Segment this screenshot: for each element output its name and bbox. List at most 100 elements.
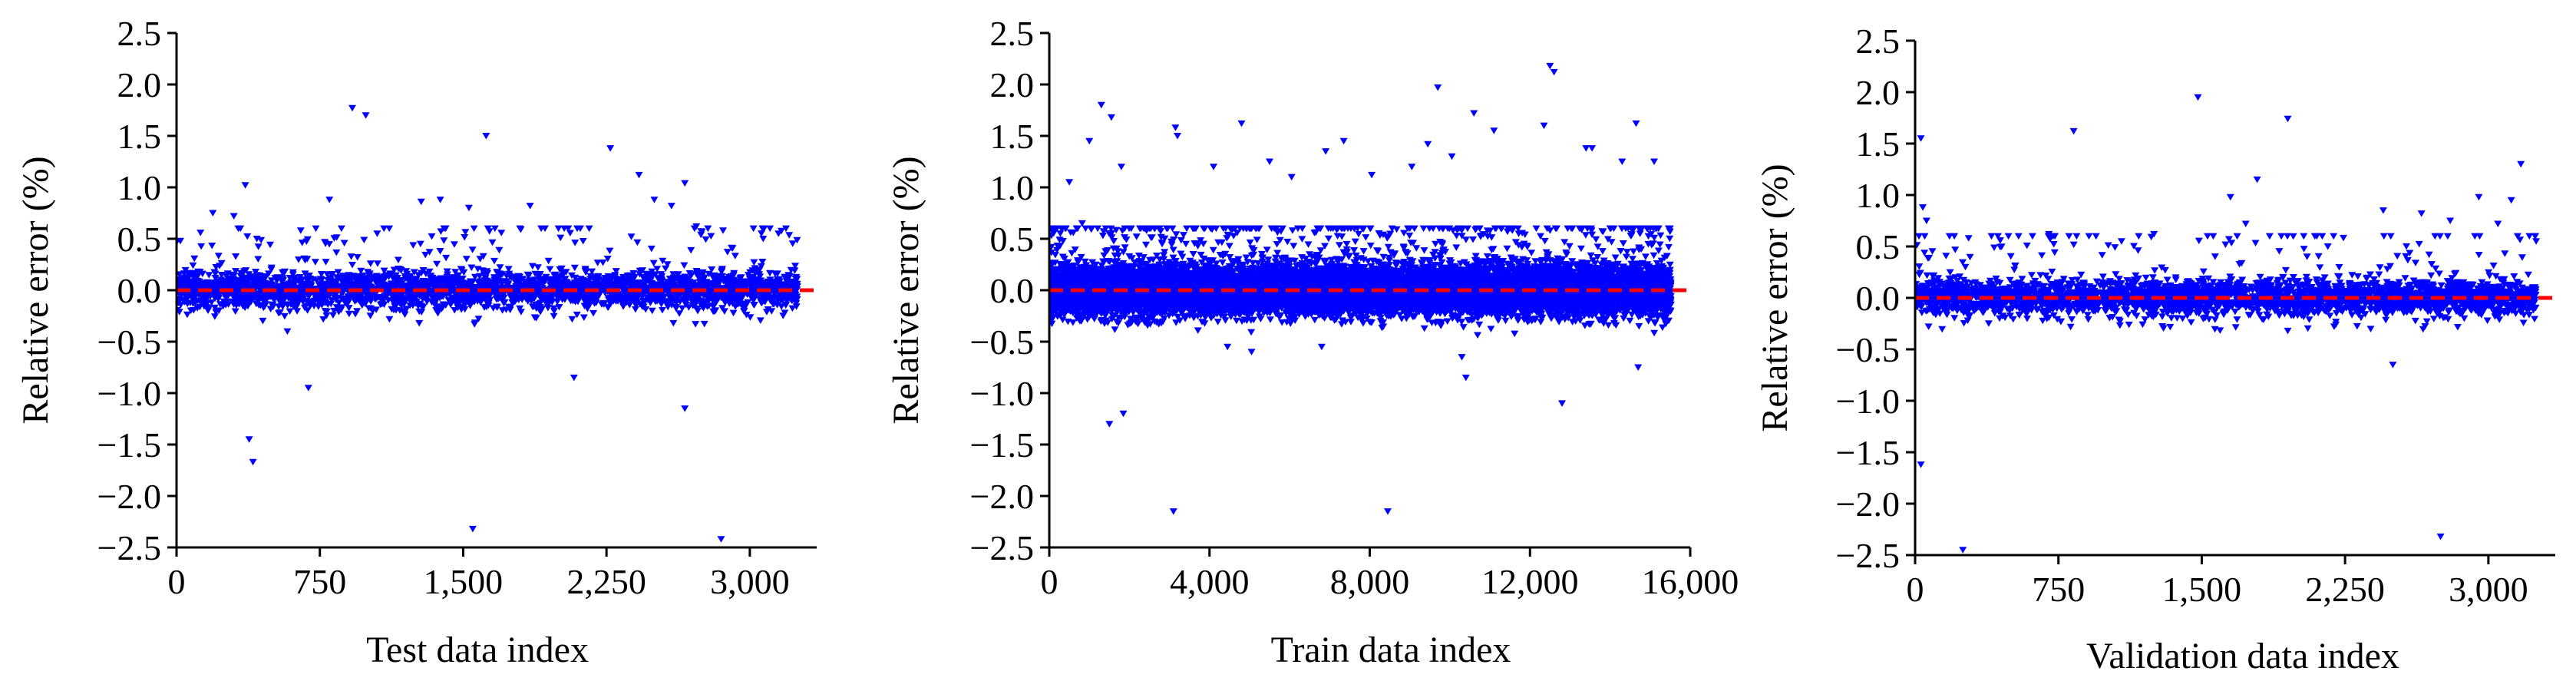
data-point	[436, 197, 444, 203]
data-point	[416, 240, 424, 248]
data-point	[750, 302, 758, 309]
y-tick-label: 1.5	[117, 117, 162, 156]
y-tick-label: 0.5	[117, 220, 162, 259]
data-point	[360, 236, 368, 243]
data-point	[385, 316, 394, 323]
data-point	[340, 240, 348, 246]
data-point	[556, 234, 565, 242]
data-point	[606, 247, 614, 255]
data-point	[669, 319, 678, 327]
data-point	[440, 237, 448, 244]
data-point	[570, 264, 579, 272]
data-point	[394, 256, 402, 263]
y-tick-label: −2.0	[97, 477, 161, 516]
data-point	[190, 255, 199, 263]
data-point	[533, 264, 542, 271]
data-point	[311, 259, 319, 266]
data-point	[647, 245, 656, 253]
data-point	[599, 260, 607, 266]
data-point	[702, 236, 710, 243]
data-point	[649, 260, 658, 267]
data-point	[197, 230, 205, 236]
data-point	[245, 436, 253, 443]
data-point	[304, 385, 312, 392]
data-point	[606, 145, 615, 152]
y-axis-ticks: −2.5−2.0−1.5−1.0−0.50.00.51.01.52.02.5	[97, 14, 177, 567]
data-point	[658, 306, 666, 314]
x-axis-title: Test data index	[366, 630, 589, 670]
data-point	[766, 269, 774, 277]
data-point	[243, 233, 252, 240]
data-point	[544, 257, 553, 265]
data-point	[209, 210, 217, 217]
data-point	[585, 225, 593, 233]
data-point	[461, 234, 469, 241]
data-point	[232, 253, 240, 260]
data-point	[450, 241, 458, 248]
data-point	[746, 314, 755, 321]
data-point	[295, 256, 302, 263]
x-tick-label: 3,000	[710, 562, 790, 601]
data-point	[433, 260, 441, 268]
data-point	[680, 262, 689, 269]
y-tick-label: −1.5	[97, 425, 161, 465]
data-point	[692, 321, 700, 328]
data-point	[312, 225, 320, 233]
y-axis-title: Relative error (%)	[15, 156, 56, 424]
data-point	[1412, 245, 1421, 252]
data-point	[189, 262, 197, 269]
data-point	[1335, 242, 1343, 249]
data-point	[470, 225, 478, 233]
data-point	[650, 197, 659, 203]
data-point	[462, 256, 471, 263]
data-point	[731, 253, 739, 260]
data-point	[590, 309, 597, 317]
data-point	[322, 259, 330, 266]
data-point	[517, 226, 525, 233]
data-point	[566, 230, 574, 236]
data-point	[241, 182, 249, 189]
data-point	[635, 171, 643, 179]
data-point	[667, 203, 675, 210]
y-tick-label: 2.0	[117, 65, 162, 104]
data-point	[437, 228, 445, 235]
data-point	[759, 236, 768, 243]
data-point	[283, 328, 292, 336]
data-point	[1666, 235, 1674, 243]
data-point	[497, 230, 506, 236]
data-point	[467, 264, 476, 271]
data-point	[296, 227, 305, 234]
data-point	[332, 249, 341, 256]
data-point	[205, 272, 213, 279]
plot-area	[177, 104, 817, 543]
data-point	[579, 238, 587, 245]
chart-panel-train: −2.5−2.0−1.5−1.0−0.50.00.51.01.52.02.5 0…	[886, 14, 1739, 670]
data-point	[476, 256, 484, 263]
data-point	[428, 233, 436, 240]
y-tick-label: −1.0	[97, 374, 161, 413]
data-point	[366, 260, 375, 267]
y-tick-label: −2.5	[97, 528, 161, 567]
data-point	[681, 405, 689, 412]
data-point	[687, 246, 695, 254]
data-point	[528, 263, 537, 270]
data-point	[1527, 250, 1536, 256]
data-point	[208, 243, 216, 250]
data-point	[488, 239, 497, 246]
data-point	[197, 243, 206, 250]
data-point	[366, 312, 375, 319]
data-point	[568, 316, 576, 323]
x-tick-label: 0	[168, 562, 186, 601]
data-point	[348, 262, 356, 269]
data-point	[436, 248, 444, 255]
data-point	[700, 320, 708, 328]
data-point	[570, 374, 578, 382]
data-point	[254, 256, 263, 263]
y-tick-label: 1.0	[117, 168, 162, 207]
data-point	[417, 198, 425, 206]
data-point	[627, 233, 636, 240]
data-point	[788, 240, 797, 247]
data-point	[385, 225, 394, 233]
chart-panel-test: −2.5−2.0−1.5−1.0−0.50.00.51.01.52.02.5 0…	[15, 14, 817, 670]
data-point	[756, 317, 765, 324]
